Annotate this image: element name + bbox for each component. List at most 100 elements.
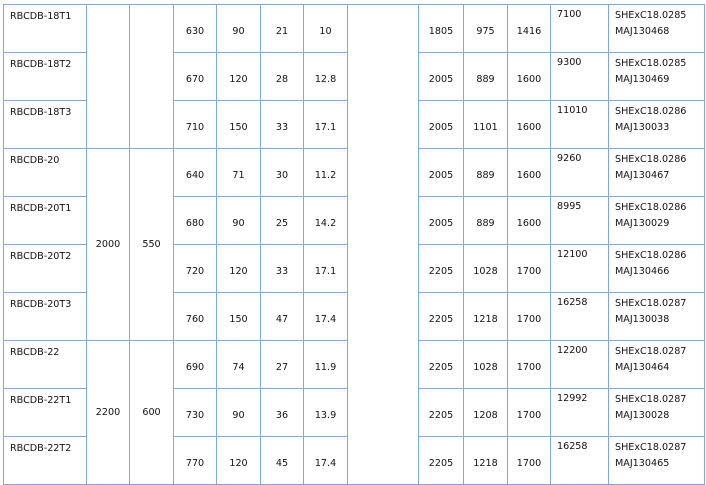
model-cell: RBCDB-20T3	[3, 292, 87, 341]
weight-cell: 12992	[550, 388, 609, 437]
table-row: RBCDB-20 2000 550 640 71 30 11.2 2005 889 1600 926…	[3, 148, 705, 341]
value-cell-c10: 975	[463, 4, 508, 53]
weight-cell: 16258	[550, 292, 609, 341]
model-cell: RBCDB-18T1	[3, 4, 87, 53]
certificate-cell: SHExC18.0286 MAJ130467	[608, 148, 705, 197]
certificate-line-1: SHExC18.0287	[615, 346, 687, 357]
value-cell-c7: 14.2	[303, 196, 348, 245]
value-cell-c4: 760	[173, 292, 217, 341]
certificate-cell: SHExC18.0286 MAJ130466	[608, 244, 705, 293]
group-value-a	[86, 4, 130, 149]
value-cell-c7: 12.8	[303, 52, 348, 101]
value-cell-c7: 10	[303, 4, 348, 53]
certificate-cell: SHExC18.0285 MAJ130469	[608, 52, 705, 101]
certificate-line-2: MAJ130465	[615, 458, 670, 469]
value-cell-c10: 1218	[463, 436, 508, 485]
value-cell-c4: 690	[173, 340, 217, 389]
model-cell: RBCDB-20T1	[3, 196, 87, 245]
certificate-line-1: SHExC18.0286	[615, 250, 687, 261]
value-cell-c10: 889	[463, 52, 508, 101]
value-cell-c11: 1600	[507, 100, 551, 149]
certificate-line-1: SHExC18.0287	[615, 298, 687, 309]
value-cell-c6: 47	[260, 292, 304, 341]
value-cell-c10: 1208	[463, 388, 508, 437]
weight-cell: 11010	[550, 100, 609, 149]
spec-table: RBCDB-18T1 630 90 21 10 1805 975 1416 7100 SHExC1…	[3, 4, 705, 485]
value-cell-c11: 1700	[507, 340, 551, 389]
certificate-line-2: MAJ130469	[615, 74, 670, 85]
table-row: RBCDB-18T2 670 120 28 12.8 2005 889 1600 9300 SHE…	[3, 52, 705, 101]
value-cell-c11: 1416	[507, 4, 551, 53]
certificate-line-1: SHExC18.0287	[615, 394, 687, 405]
value-cell-c5: 90	[216, 388, 261, 437]
value-cell-c7: 17.4	[303, 436, 348, 485]
group-value-b	[129, 4, 174, 149]
value-cell-c10: 1218	[463, 292, 508, 341]
certificate-line-1: SHExC18.0285	[615, 10, 687, 21]
value-cell-c5: 90	[216, 4, 261, 53]
table-row: RBCDB-20T3 760 150 47 17.4 2205 1218 1700 16258 S…	[3, 292, 705, 341]
certificate-cell: SHExC18.0287 MAJ130028	[608, 388, 705, 437]
certificate-line-2: MAJ130038	[615, 314, 670, 325]
weight-cell: 16258	[550, 436, 609, 485]
group-value-a: 2200	[86, 340, 130, 485]
value-cell-c7: 17.1	[303, 100, 348, 149]
group-value-b: 600	[129, 340, 174, 485]
value-cell-c4: 730	[173, 388, 217, 437]
value-cell-c6: 33	[260, 244, 304, 293]
certificate-line-2: MAJ130467	[615, 170, 670, 181]
model-cell: RBCDB-22T1	[3, 388, 87, 437]
value-cell-c9: 2005	[418, 196, 464, 245]
value-cell-c6: 28	[260, 52, 304, 101]
weight-cell: 9300	[550, 52, 609, 101]
value-cell-c11: 1600	[507, 196, 551, 245]
value-cell-c9: 2005	[418, 148, 464, 197]
table-row: RBCDB-22T1 730 90 36 13.9 2205 1208 1700 12992 SH…	[3, 388, 705, 437]
model-cell: RBCDB-22	[3, 340, 87, 389]
value-cell-c9: 2005	[418, 52, 464, 101]
value-cell-c10: 1028	[463, 244, 508, 293]
certificate-cell: SHExC18.0287 MAJ130464	[608, 340, 705, 389]
value-cell-c9: 2205	[418, 244, 464, 293]
value-cell-c4: 670	[173, 52, 217, 101]
group-value-b: 550	[129, 148, 174, 341]
certificate-cell: SHExC18.0286 MAJ130029	[608, 196, 705, 245]
value-cell-c5: 74	[216, 340, 261, 389]
certificate-line-2: MAJ130033	[615, 122, 670, 133]
value-cell-c11: 1700	[507, 244, 551, 293]
value-cell-c5: 150	[216, 292, 261, 341]
model-cell: RBCDB-22T2	[3, 436, 87, 485]
table-row: RBCDB-20T2 720 120 33 17.1 2205 1028 1700 12100 S…	[3, 244, 705, 293]
table-body: RBCDB-18T1 630 90 21 10 1805 975 1416 7100 SHExC1…	[3, 4, 705, 485]
model-cell: RBCDB-18T2	[3, 52, 87, 101]
value-cell-c7: 11.2	[303, 148, 348, 197]
value-cell-c10: 889	[463, 148, 508, 197]
empty-merged-column	[347, 4, 419, 485]
value-cell-c11: 1600	[507, 52, 551, 101]
value-cell-c5: 71	[216, 148, 261, 197]
certificate-line-2: MAJ130029	[615, 218, 670, 229]
value-cell-c5: 120	[216, 52, 261, 101]
certificate-cell: SHExC18.0287 MAJ130038	[608, 292, 705, 341]
value-cell-c10: 889	[463, 196, 508, 245]
value-cell-c9: 2205	[418, 388, 464, 437]
value-cell-c7: 17.1	[303, 244, 348, 293]
certificate-line-2: MAJ130466	[615, 266, 670, 277]
certificate-line-1: SHExC18.0287	[615, 442, 687, 453]
group-value-a: 2000	[86, 148, 130, 341]
value-cell-c5: 150	[216, 100, 261, 149]
weight-cell: 12100	[550, 244, 609, 293]
weight-cell: 9260	[550, 148, 609, 197]
value-cell-c11: 1700	[507, 436, 551, 485]
value-cell-c10: 1028	[463, 340, 508, 389]
certificate-line-2: MAJ130468	[615, 26, 670, 37]
certificate-cell: SHExC18.0285 MAJ130468	[608, 4, 705, 53]
value-cell-c4: 770	[173, 436, 217, 485]
value-cell-c4: 640	[173, 148, 217, 197]
value-cell-c6: 30	[260, 148, 304, 197]
weight-cell: 12200	[550, 340, 609, 389]
certificate-line-1: SHExC18.0286	[615, 106, 687, 117]
value-cell-c5: 120	[216, 436, 261, 485]
certificate-line-2: MAJ130028	[615, 410, 670, 421]
value-cell-c7: 13.9	[303, 388, 348, 437]
